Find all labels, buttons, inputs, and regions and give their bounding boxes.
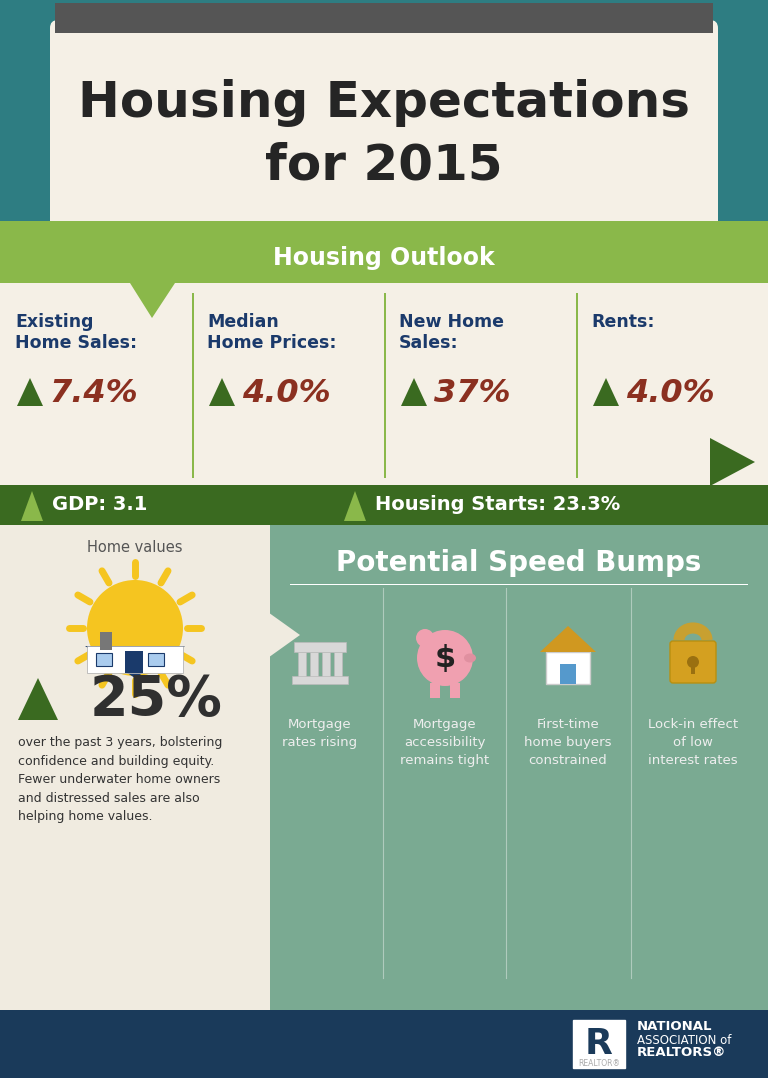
Polygon shape (540, 626, 596, 652)
Text: over the past 3 years, bolstering
confidence and building equity.
Fewer underwat: over the past 3 years, bolstering confid… (18, 736, 223, 823)
Bar (292, 676, 348, 685)
Text: 4.0%: 4.0% (626, 378, 715, 410)
Bar (290, 583, 748, 585)
Bar (322, 652, 330, 680)
Bar (0, 233, 768, 284)
Bar (334, 652, 342, 680)
Bar (100, 632, 112, 650)
Text: GDP: 3.1: GDP: 3.1 (52, 496, 147, 514)
Text: Housing Expectations: Housing Expectations (78, 79, 690, 127)
Bar (148, 653, 164, 666)
FancyBboxPatch shape (670, 641, 716, 683)
Polygon shape (593, 378, 619, 406)
Polygon shape (85, 646, 185, 678)
Bar (546, 652, 590, 685)
Polygon shape (130, 284, 175, 318)
Bar (573, 1020, 625, 1068)
Text: for 2015: for 2015 (265, 141, 503, 189)
Bar (294, 642, 346, 652)
Circle shape (417, 630, 473, 686)
Polygon shape (209, 378, 235, 406)
Bar (560, 664, 576, 685)
Text: Existing
Home Sales:: Existing Home Sales: (15, 313, 137, 353)
Text: Mortgage
accessibility
remains tight: Mortgage accessibility remains tight (400, 718, 489, 768)
Text: New Home
Sales:: New Home Sales: (399, 313, 504, 353)
Text: ASSOCIATION of: ASSOCIATION of (637, 1034, 731, 1047)
Circle shape (87, 580, 183, 676)
Bar (310, 652, 318, 680)
Polygon shape (710, 438, 755, 486)
Bar (384, 293, 386, 478)
Bar (691, 662, 695, 674)
Bar (0, 523, 270, 1013)
Polygon shape (401, 378, 427, 406)
Polygon shape (21, 490, 43, 521)
Bar (0, 485, 768, 525)
Bar (192, 293, 194, 478)
Text: Home values: Home values (88, 540, 183, 555)
Bar (576, 293, 578, 478)
Text: NATIONAL: NATIONAL (637, 1021, 713, 1034)
Bar (298, 652, 306, 680)
Text: 4.0%: 4.0% (242, 378, 331, 410)
Bar (125, 651, 143, 673)
Bar (450, 683, 460, 697)
Bar (0, 1010, 768, 1078)
Circle shape (687, 657, 699, 668)
Bar (430, 683, 440, 697)
Polygon shape (17, 378, 43, 406)
Text: Housing Outlook: Housing Outlook (273, 246, 495, 270)
FancyBboxPatch shape (50, 20, 718, 231)
Polygon shape (265, 610, 300, 660)
Bar (55, 3, 713, 33)
Polygon shape (18, 678, 58, 720)
Text: First-time
home buyers
constrained: First-time home buyers constrained (525, 718, 612, 768)
Text: REALTORS®: REALTORS® (637, 1047, 727, 1060)
Text: 7.4%: 7.4% (50, 378, 139, 410)
Text: Potential Speed Bumps: Potential Speed Bumps (336, 549, 702, 577)
Text: Median
Home Prices:: Median Home Prices: (207, 313, 336, 353)
Bar (96, 653, 112, 666)
Bar (87, 646, 183, 673)
Text: Lock-in effect
of low
interest rates: Lock-in effect of low interest rates (648, 718, 738, 768)
Text: REALTOR®: REALTOR® (578, 1060, 620, 1068)
Bar (0, 221, 768, 233)
Text: Housing Starts: 23.3%: Housing Starts: 23.3% (375, 496, 621, 514)
Ellipse shape (464, 653, 476, 663)
Text: R: R (585, 1027, 613, 1061)
Circle shape (416, 628, 434, 647)
Bar (0, 284, 768, 488)
Text: Rents:: Rents: (591, 313, 654, 331)
Text: 25%: 25% (90, 673, 223, 727)
Text: 37%: 37% (434, 378, 511, 410)
Text: $: $ (435, 644, 455, 673)
Polygon shape (344, 490, 366, 521)
Text: Mortgage
rates rising: Mortgage rates rising (283, 718, 358, 749)
Bar (270, 523, 768, 1013)
